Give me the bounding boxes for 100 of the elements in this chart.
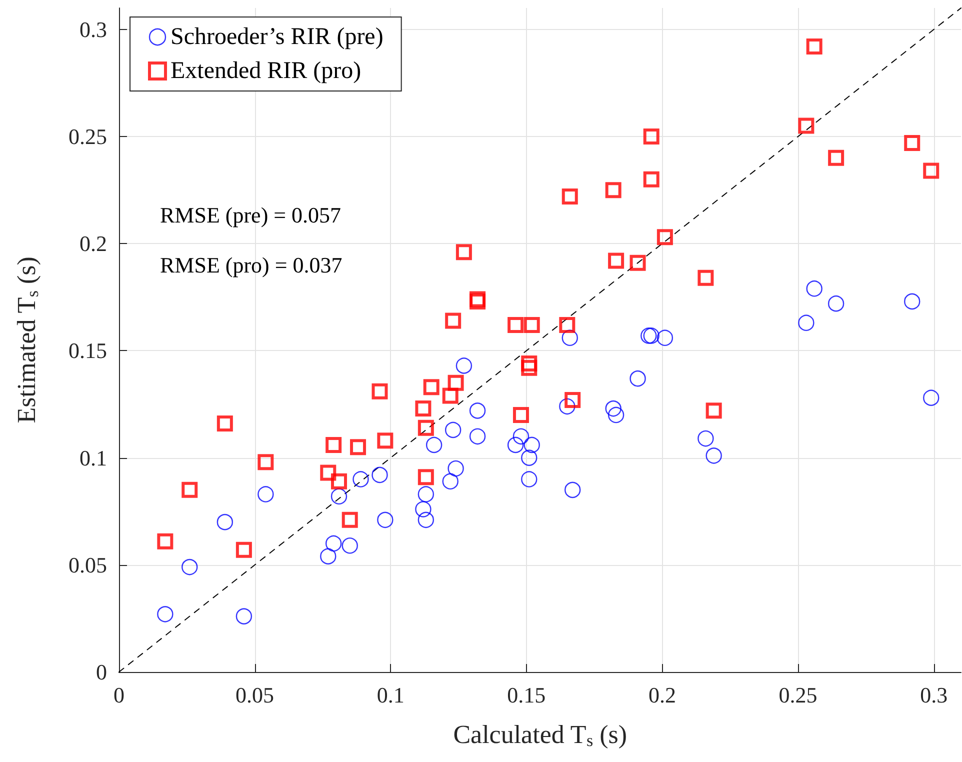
point <box>445 312 462 329</box>
point <box>828 295 844 312</box>
point <box>415 501 432 518</box>
point <box>923 390 940 406</box>
point <box>342 512 358 528</box>
point <box>630 370 646 387</box>
point <box>656 229 673 246</box>
point <box>352 471 369 488</box>
legend-label: Schroeder’s RIR (pre) <box>170 24 384 50</box>
point <box>442 388 458 404</box>
point <box>706 402 722 419</box>
point <box>562 330 578 346</box>
point <box>798 314 814 331</box>
point <box>608 406 624 424</box>
point <box>418 486 434 502</box>
point <box>157 533 174 550</box>
point <box>330 488 348 504</box>
point <box>521 450 538 466</box>
point <box>828 150 844 166</box>
point <box>643 128 660 145</box>
y-tick-label: 0.25 <box>68 124 107 150</box>
y-tick-label: 0 <box>96 660 107 684</box>
point <box>372 466 388 484</box>
point <box>559 398 576 414</box>
point <box>423 379 440 396</box>
point <box>524 317 540 334</box>
point <box>469 428 486 444</box>
point <box>524 436 540 454</box>
point <box>442 473 458 490</box>
y-tick-label: 0.3 <box>80 16 107 42</box>
point <box>562 188 578 204</box>
point <box>564 482 581 498</box>
point <box>426 436 442 454</box>
point <box>320 548 336 564</box>
point <box>806 38 822 55</box>
point <box>456 358 472 374</box>
point <box>325 535 342 552</box>
point <box>418 469 434 486</box>
point <box>512 406 529 423</box>
y-tick-label: 0.15 <box>68 338 107 364</box>
point <box>605 182 622 198</box>
point <box>564 392 581 408</box>
point <box>706 448 722 464</box>
point <box>350 439 366 456</box>
point <box>698 270 714 286</box>
annotation: RMSE (pro) = 0.037 <box>160 252 342 278</box>
point <box>643 171 660 188</box>
x-tick-label: 0.1 <box>376 682 404 708</box>
point <box>415 400 432 417</box>
point <box>182 558 198 576</box>
point <box>608 252 624 269</box>
point <box>258 486 274 502</box>
x-tick-label: 0.15 <box>507 682 546 708</box>
x-tick-label: 0 <box>114 682 124 708</box>
point <box>448 374 464 391</box>
point <box>904 134 920 151</box>
y-tick-label: 0.1 <box>80 445 107 470</box>
y-tick-label: 0.05 <box>68 552 107 578</box>
point <box>508 317 524 334</box>
point <box>512 428 530 444</box>
point <box>448 460 464 477</box>
point <box>157 606 174 622</box>
point <box>469 402 486 419</box>
point <box>326 436 342 453</box>
point <box>216 514 234 530</box>
y-axis-title: Estimated Ts (s) <box>12 256 42 424</box>
point <box>236 542 252 558</box>
point <box>418 512 434 528</box>
point <box>605 400 622 417</box>
x-tick-label: 0.25 <box>778 682 818 708</box>
point <box>342 538 358 554</box>
point <box>559 317 576 334</box>
point <box>521 471 538 488</box>
point <box>698 430 714 447</box>
point <box>377 512 394 528</box>
point <box>456 244 472 260</box>
point <box>521 356 538 372</box>
point <box>372 383 388 400</box>
point <box>320 464 336 481</box>
point <box>258 454 274 470</box>
point <box>923 162 940 179</box>
point <box>377 432 394 449</box>
point <box>236 608 252 624</box>
point <box>904 293 920 310</box>
legend-label: Extended RIR (pro) <box>170 58 362 84</box>
point <box>806 280 822 297</box>
y-tick-label: 0.2 <box>80 231 107 256</box>
point <box>656 330 674 346</box>
point <box>521 360 538 376</box>
point <box>630 254 646 271</box>
x-tick-label: 0.2 <box>648 682 676 708</box>
point <box>418 420 434 436</box>
point <box>507 436 524 454</box>
x-tick-label: 0.05 <box>236 682 274 708</box>
point <box>182 482 198 498</box>
point <box>445 422 462 438</box>
point <box>798 118 814 134</box>
point <box>331 473 348 490</box>
point <box>216 416 233 432</box>
x-tick-label: 0.3 <box>920 682 948 708</box>
